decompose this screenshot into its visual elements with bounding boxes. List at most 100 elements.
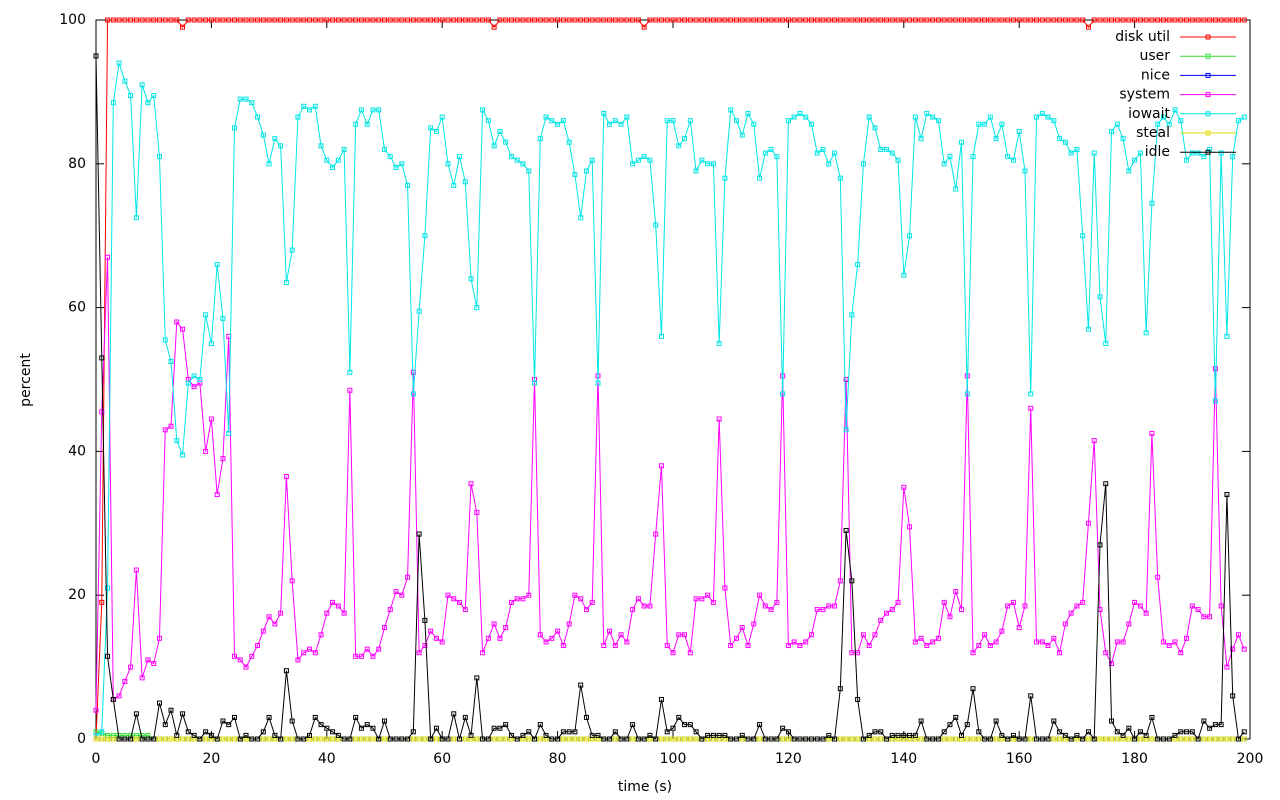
point	[635, 596, 641, 602]
point	[595, 17, 601, 23]
point	[901, 484, 907, 490]
point	[341, 17, 347, 23]
point	[624, 639, 630, 645]
point	[728, 17, 734, 23]
point	[705, 161, 711, 167]
point	[410, 391, 416, 397]
point	[122, 78, 128, 84]
point	[393, 736, 399, 742]
point	[451, 17, 457, 23]
point	[485, 118, 491, 124]
point	[572, 729, 578, 735]
point	[814, 736, 820, 742]
point	[1022, 603, 1028, 609]
point	[364, 17, 370, 23]
point	[843, 17, 849, 23]
point	[526, 729, 532, 735]
point	[803, 736, 809, 742]
point	[433, 736, 439, 742]
point	[1178, 17, 1184, 23]
x-tick-label: 20	[202, 751, 220, 767]
point	[497, 17, 503, 23]
point	[278, 17, 284, 23]
point	[439, 736, 445, 742]
point	[537, 632, 543, 638]
point	[399, 592, 405, 598]
point	[907, 524, 913, 530]
point	[1074, 732, 1080, 738]
point	[520, 161, 526, 167]
point	[168, 17, 174, 23]
point	[197, 377, 203, 382]
point	[653, 17, 659, 23]
point	[1218, 17, 1224, 23]
point	[641, 603, 647, 609]
point	[1184, 729, 1190, 735]
point	[670, 17, 676, 23]
point	[780, 736, 786, 742]
point	[110, 100, 116, 106]
point	[1010, 17, 1016, 23]
point	[583, 714, 589, 720]
point	[174, 732, 180, 738]
point	[249, 100, 255, 106]
point	[820, 17, 826, 23]
point	[410, 17, 416, 23]
point	[237, 736, 243, 742]
point	[705, 592, 711, 598]
point	[682, 722, 688, 728]
point	[226, 722, 232, 728]
point	[837, 17, 843, 23]
point	[1109, 17, 1115, 23]
point	[993, 639, 999, 645]
point	[878, 146, 884, 152]
point	[422, 643, 428, 649]
point	[128, 17, 134, 23]
point	[1120, 639, 1126, 645]
point	[774, 17, 780, 23]
point	[422, 617, 428, 623]
point	[780, 391, 786, 397]
point	[820, 736, 826, 742]
point	[566, 17, 572, 23]
point	[739, 17, 745, 23]
point	[145, 100, 151, 106]
point	[1045, 643, 1051, 649]
point	[1189, 603, 1195, 609]
point	[768, 146, 774, 152]
point	[364, 646, 370, 652]
point	[716, 732, 722, 738]
point	[1114, 729, 1120, 735]
point	[982, 121, 988, 127]
point	[808, 17, 814, 23]
point	[1034, 639, 1040, 645]
point	[699, 596, 705, 602]
point	[912, 732, 918, 738]
point	[710, 161, 716, 167]
point	[878, 17, 884, 23]
point	[393, 589, 399, 595]
point	[1137, 736, 1143, 742]
point	[139, 736, 145, 742]
point	[1189, 736, 1195, 742]
point	[208, 416, 214, 422]
point	[555, 736, 561, 742]
point	[416, 650, 422, 656]
point	[670, 736, 676, 742]
point	[982, 736, 988, 742]
point	[520, 732, 526, 738]
point	[1172, 107, 1178, 113]
point	[1126, 736, 1132, 742]
point	[1085, 729, 1091, 735]
point	[745, 110, 751, 116]
point	[231, 17, 237, 23]
point	[312, 736, 318, 742]
point	[526, 17, 532, 23]
point	[335, 603, 341, 609]
point	[416, 308, 422, 314]
point	[1039, 736, 1045, 742]
point	[757, 175, 763, 181]
point	[976, 736, 982, 742]
point	[993, 736, 999, 742]
point	[1005, 603, 1011, 609]
